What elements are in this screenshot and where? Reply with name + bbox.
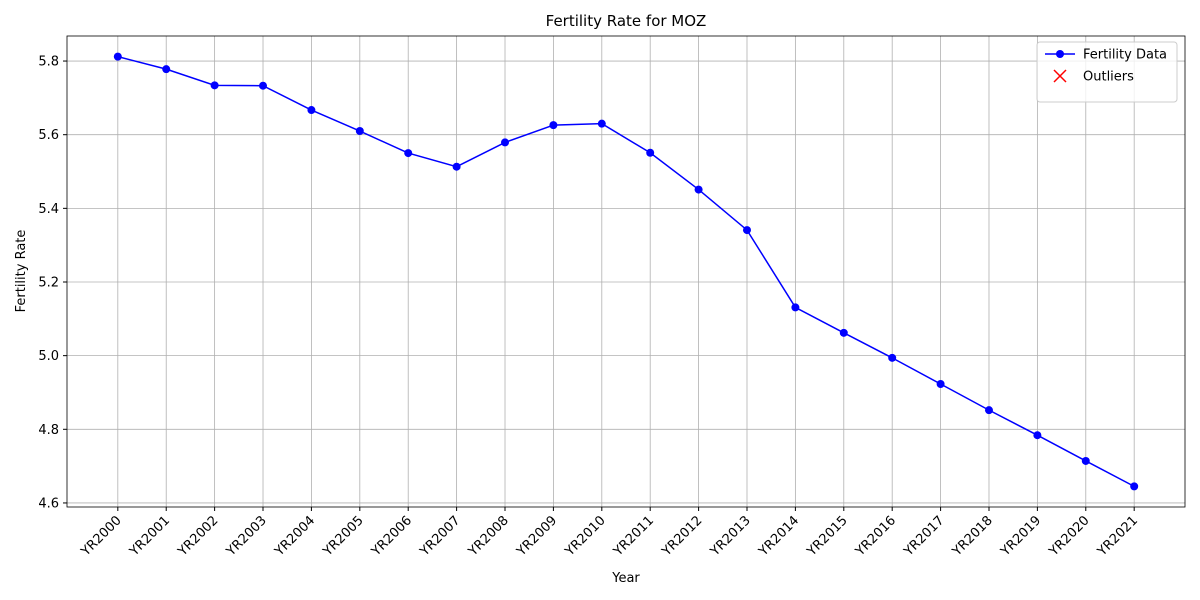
data-line — [117, 55, 1135, 488]
x-tick-label: YR2008 — [465, 513, 512, 560]
x-tick-label: YR2019 — [998, 513, 1045, 560]
data-point — [355, 127, 364, 136]
x-tick-label: YR2012 — [659, 513, 706, 560]
data-point — [452, 162, 461, 171]
x-tick-label: YR2017 — [901, 513, 948, 560]
y-tick-label: 5.8 — [38, 55, 59, 70]
x-tick-label: YR2003 — [223, 513, 270, 560]
x-tick-label: YR2016 — [852, 513, 899, 560]
plot-frame — [66, 35, 1186, 508]
x-axis-label: Year — [611, 571, 640, 586]
y-tick-label: 5.2 — [38, 275, 59, 290]
x-tick-label: YR2020 — [1046, 513, 1093, 560]
data-point — [694, 185, 703, 194]
x-tick-label: YR2011 — [610, 513, 657, 560]
x-tick-label: YR2006 — [368, 513, 415, 560]
data-point — [162, 65, 171, 74]
y-tick-label: 4.8 — [38, 423, 59, 438]
data-point — [984, 406, 993, 415]
y-tick-label: 5.6 — [38, 128, 59, 143]
data-point — [791, 303, 800, 312]
data-point — [839, 328, 848, 337]
legend-marker — [1053, 69, 1067, 83]
data-point — [404, 149, 413, 158]
data-point — [549, 121, 558, 130]
x-tick-label: YR2000 — [78, 513, 125, 560]
data-point — [1033, 431, 1042, 440]
x-tick-label: YR2015 — [804, 513, 851, 560]
data-point — [259, 81, 268, 90]
x-tick-label: YR2021 — [1094, 513, 1141, 560]
data-point — [1081, 456, 1090, 465]
x-tick-label: YR2013 — [707, 513, 754, 560]
y-tick-label: 5.4 — [38, 202, 59, 217]
legend-marker — [1056, 50, 1064, 58]
data-point — [1130, 482, 1139, 491]
x-tick-label: YR2009 — [514, 513, 561, 560]
x-tick-label: YR2005 — [320, 513, 367, 560]
x-tick-label: YR2010 — [562, 513, 609, 560]
data-point — [646, 148, 655, 157]
data-point — [113, 52, 122, 61]
x-tick-label: YR2001 — [126, 513, 173, 560]
data-point — [888, 353, 897, 362]
legend: Fertility Data Outliers — [1036, 41, 1178, 103]
x-tick-label: YR2002 — [175, 513, 222, 560]
data-point — [501, 138, 510, 147]
legend-label: Outliers — [1083, 70, 1134, 85]
chart-title: Fertility Rate for MOZ — [546, 12, 707, 30]
data-point — [742, 226, 751, 235]
x-tick-label: YR2007 — [417, 513, 464, 560]
x-tick-label: YR2004 — [272, 513, 319, 560]
y-tick-label: 5.0 — [38, 349, 59, 364]
x-tick-label: YR2014 — [756, 513, 803, 560]
y-tick-label: 4.6 — [38, 496, 59, 511]
data-point — [936, 380, 945, 389]
legend-box — [1036, 41, 1178, 103]
data-point — [210, 81, 219, 90]
x-tick-label: YR2018 — [949, 513, 996, 560]
data-point — [307, 106, 316, 115]
data-point — [597, 119, 606, 128]
legend-label: Fertility Data — [1083, 48, 1167, 63]
y-axis-label: Fertility Rate — [14, 230, 29, 313]
